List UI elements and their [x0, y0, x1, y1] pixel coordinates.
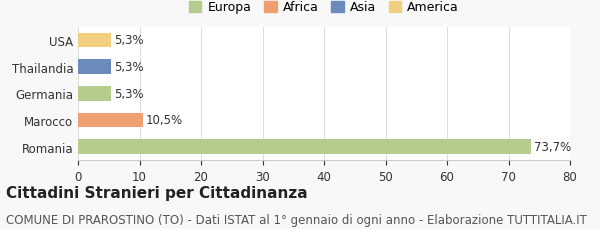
Bar [78, 60, 110, 75]
Text: 5,3%: 5,3% [113, 87, 143, 100]
Text: 5,3%: 5,3% [113, 61, 143, 74]
Bar [78, 113, 143, 128]
Legend: Europa, Africa, Asia, America: Europa, Africa, Asia, America [184, 0, 464, 19]
Text: Cittadini Stranieri per Cittadinanza: Cittadini Stranieri per Cittadinanza [6, 185, 308, 200]
Text: 5,3%: 5,3% [113, 34, 143, 47]
Bar [78, 140, 531, 154]
Text: 10,5%: 10,5% [146, 114, 183, 127]
Text: 73,7%: 73,7% [535, 141, 572, 153]
Bar [78, 33, 110, 48]
Text: COMUNE DI PRAROSTINO (TO) - Dati ISTAT al 1° gennaio di ogni anno - Elaborazione: COMUNE DI PRAROSTINO (TO) - Dati ISTAT a… [6, 213, 587, 226]
Bar [78, 87, 110, 101]
